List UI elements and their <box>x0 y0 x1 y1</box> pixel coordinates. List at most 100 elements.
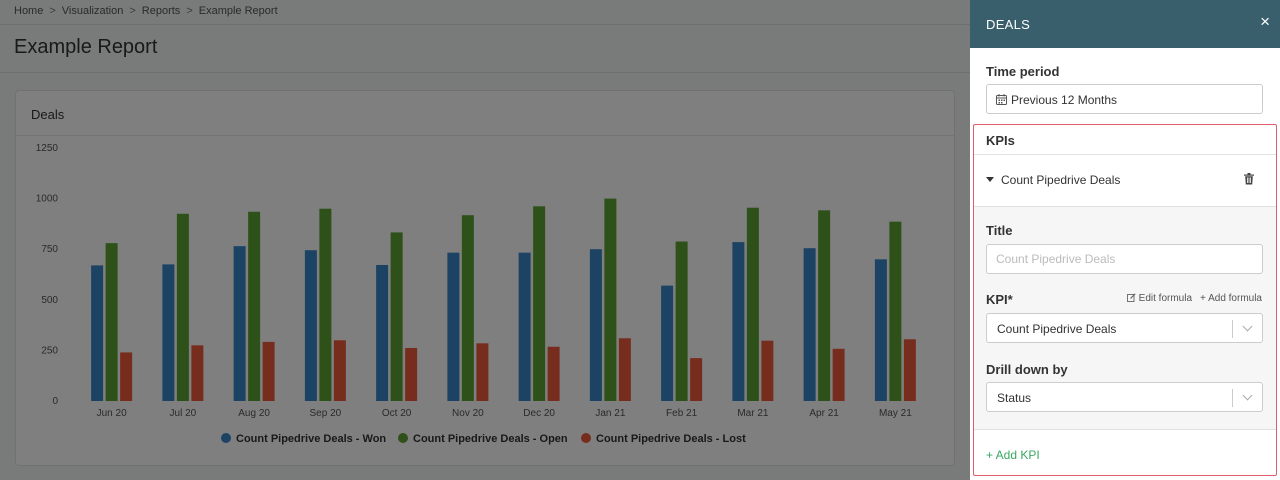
drill-down-label: Drill down by <box>986 362 1068 377</box>
bar-aug-20-series-1 <box>233 246 246 401</box>
divider <box>0 72 970 73</box>
x-tick-label: Apr 21 <box>809 408 839 419</box>
breadcrumb: Home > Visualization > Reports > Example… <box>14 5 278 17</box>
bar-dec-20-series-2 <box>533 206 546 401</box>
bar-jan-21-series-3 <box>618 338 631 401</box>
time-period-value: Previous 12 Months <box>1011 93 1118 107</box>
bar-may-21-series-2 <box>889 221 902 401</box>
formula-links: Edit formula + Add formula <box>1126 293 1262 304</box>
breadcrumb-separator: > <box>49 5 56 17</box>
legend-label: Count Pipedrive Deals - Lost <box>596 433 746 445</box>
x-tick-label: Dec 20 <box>523 408 555 419</box>
breadcrumb-reports[interactable]: Reports <box>141 5 181 17</box>
legend-marker <box>581 433 591 443</box>
breadcrumb-home[interactable]: Home <box>14 5 44 17</box>
trash-icon[interactable] <box>1244 173 1254 185</box>
kpis-label: KPIs <box>986 133 1015 148</box>
bar-oct-20-series-1 <box>376 264 389 401</box>
drill-down-value: Status <box>997 391 1032 405</box>
breadcrumb-separator: > <box>186 5 193 17</box>
x-tick-label: Mar 21 <box>737 408 769 419</box>
add-kpi-button[interactable]: + Add KPI <box>986 448 1040 462</box>
bar-feb-21-series-2 <box>675 241 688 401</box>
x-tick-label: Jul 20 <box>170 408 197 419</box>
time-period-label: Time period <box>986 64 1060 79</box>
y-tick-label: 250 <box>41 345 58 356</box>
caret-down-icon <box>986 177 994 182</box>
report-page: Home > Visualization > Reports > Example… <box>0 0 970 480</box>
y-tick-label: 1250 <box>36 143 59 154</box>
bar-mar-21-series-2 <box>746 207 759 401</box>
bar-jan-21-series-1 <box>589 249 602 401</box>
bar-dec-20-series-1 <box>518 252 531 401</box>
chevron-down-icon <box>1232 389 1262 407</box>
deals-bar-chart: 0 250 500 750 1000 1250 Jun 20 Jul 20 Aug 20 Sep … <box>36 143 916 445</box>
page-title: Example Report <box>14 36 158 58</box>
x-tick-label: Jun 20 <box>97 408 127 419</box>
x-tick-label: Jan 21 <box>595 408 625 419</box>
bar-aug-20-series-3 <box>262 341 275 401</box>
drill-down-select[interactable]: Status <box>986 382 1263 412</box>
y-tick-label: 750 <box>41 244 58 255</box>
title-field[interactable] <box>986 244 1263 274</box>
bar-oct-20-series-2 <box>390 232 403 401</box>
bar-feb-21-series-3 <box>690 358 703 401</box>
y-tick-label: 1000 <box>36 194 59 205</box>
bar-feb-21-series-1 <box>661 285 674 401</box>
edit-formula-link[interactable]: Edit formula <box>1126 293 1193 304</box>
bar-apr-21-series-3 <box>832 348 845 401</box>
bar-apr-21-series-2 <box>818 210 831 401</box>
bar-may-21-series-1 <box>874 259 887 401</box>
bar-aug-20-series-2 <box>248 211 261 401</box>
breadcrumb-current: Example Report <box>198 5 278 17</box>
y-tick-label: 500 <box>41 295 58 306</box>
breadcrumb-separator: > <box>129 5 136 17</box>
time-period-picker[interactable]: Previous 12 Months <box>986 84 1263 114</box>
bar-jul-20-series-3 <box>191 345 204 401</box>
bar-jan-21-series-2 <box>604 198 617 401</box>
legend-marker <box>221 433 231 443</box>
add-formula-link[interactable]: + Add formula <box>1200 293 1262 304</box>
kpi-item-header[interactable]: Count Pipedrive Deals <box>974 156 1276 204</box>
chart-card: Deals 0 250 500 750 1000 1250 Jun 20 Jul 20 Aug … <box>15 90 955 466</box>
title-label: Title <box>986 223 1013 238</box>
bar-jul-20-series-1 <box>162 264 175 401</box>
x-tick-label: Feb 21 <box>666 408 698 419</box>
bar-mar-21-series-1 <box>732 242 745 401</box>
panel-header: DEALS × <box>970 0 1280 48</box>
bar-sep-20-series-2 <box>319 208 332 401</box>
deals-side-panel: DEALS × Time period Previous 12 Months K… <box>970 0 1280 480</box>
legend-marker <box>398 433 408 443</box>
x-tick-label: Oct 20 <box>382 408 412 419</box>
x-tick-label: May 21 <box>879 408 912 419</box>
bar-jun-20-series-3 <box>120 352 133 401</box>
bar-apr-21-series-1 <box>803 248 816 401</box>
bar-nov-20-series-3 <box>476 343 489 401</box>
x-tick-label: Sep 20 <box>310 408 342 419</box>
x-tick-label: Aug 20 <box>238 408 270 419</box>
bar-jun-20-series-1 <box>91 265 104 401</box>
edit-icon <box>1126 293 1136 302</box>
title-input[interactable] <box>996 252 1246 266</box>
bar-may-21-series-3 <box>903 339 916 401</box>
kpi-select-label: KPI* <box>986 292 1013 307</box>
divider <box>0 24 970 25</box>
x-tick-label: Nov 20 <box>452 408 484 419</box>
edit-formula-label: Edit formula <box>1138 293 1193 304</box>
bar-jun-20-series-2 <box>105 243 118 401</box>
kpi-select[interactable]: Count Pipedrive Deals <box>986 313 1263 343</box>
breadcrumb-visualization[interactable]: Visualization <box>61 5 124 17</box>
bar-nov-20-series-2 <box>461 215 474 401</box>
kpi-item-name: Count Pipedrive Deals <box>1001 173 1121 187</box>
divider <box>974 154 1276 155</box>
kpi-section <box>973 124 1277 476</box>
legend-label: Count Pipedrive Deals - Won <box>236 433 386 445</box>
bar-sep-20-series-3 <box>333 340 346 401</box>
kpi-select-value: Count Pipedrive Deals <box>997 322 1117 336</box>
legend-label: Count Pipedrive Deals - Open <box>413 433 568 445</box>
close-icon[interactable]: × <box>1260 12 1270 31</box>
bar-jul-20-series-2 <box>176 213 189 401</box>
y-tick-label: 0 <box>52 396 58 407</box>
chevron-down-icon <box>1232 320 1262 338</box>
panel-title: DEALS <box>986 17 1031 32</box>
